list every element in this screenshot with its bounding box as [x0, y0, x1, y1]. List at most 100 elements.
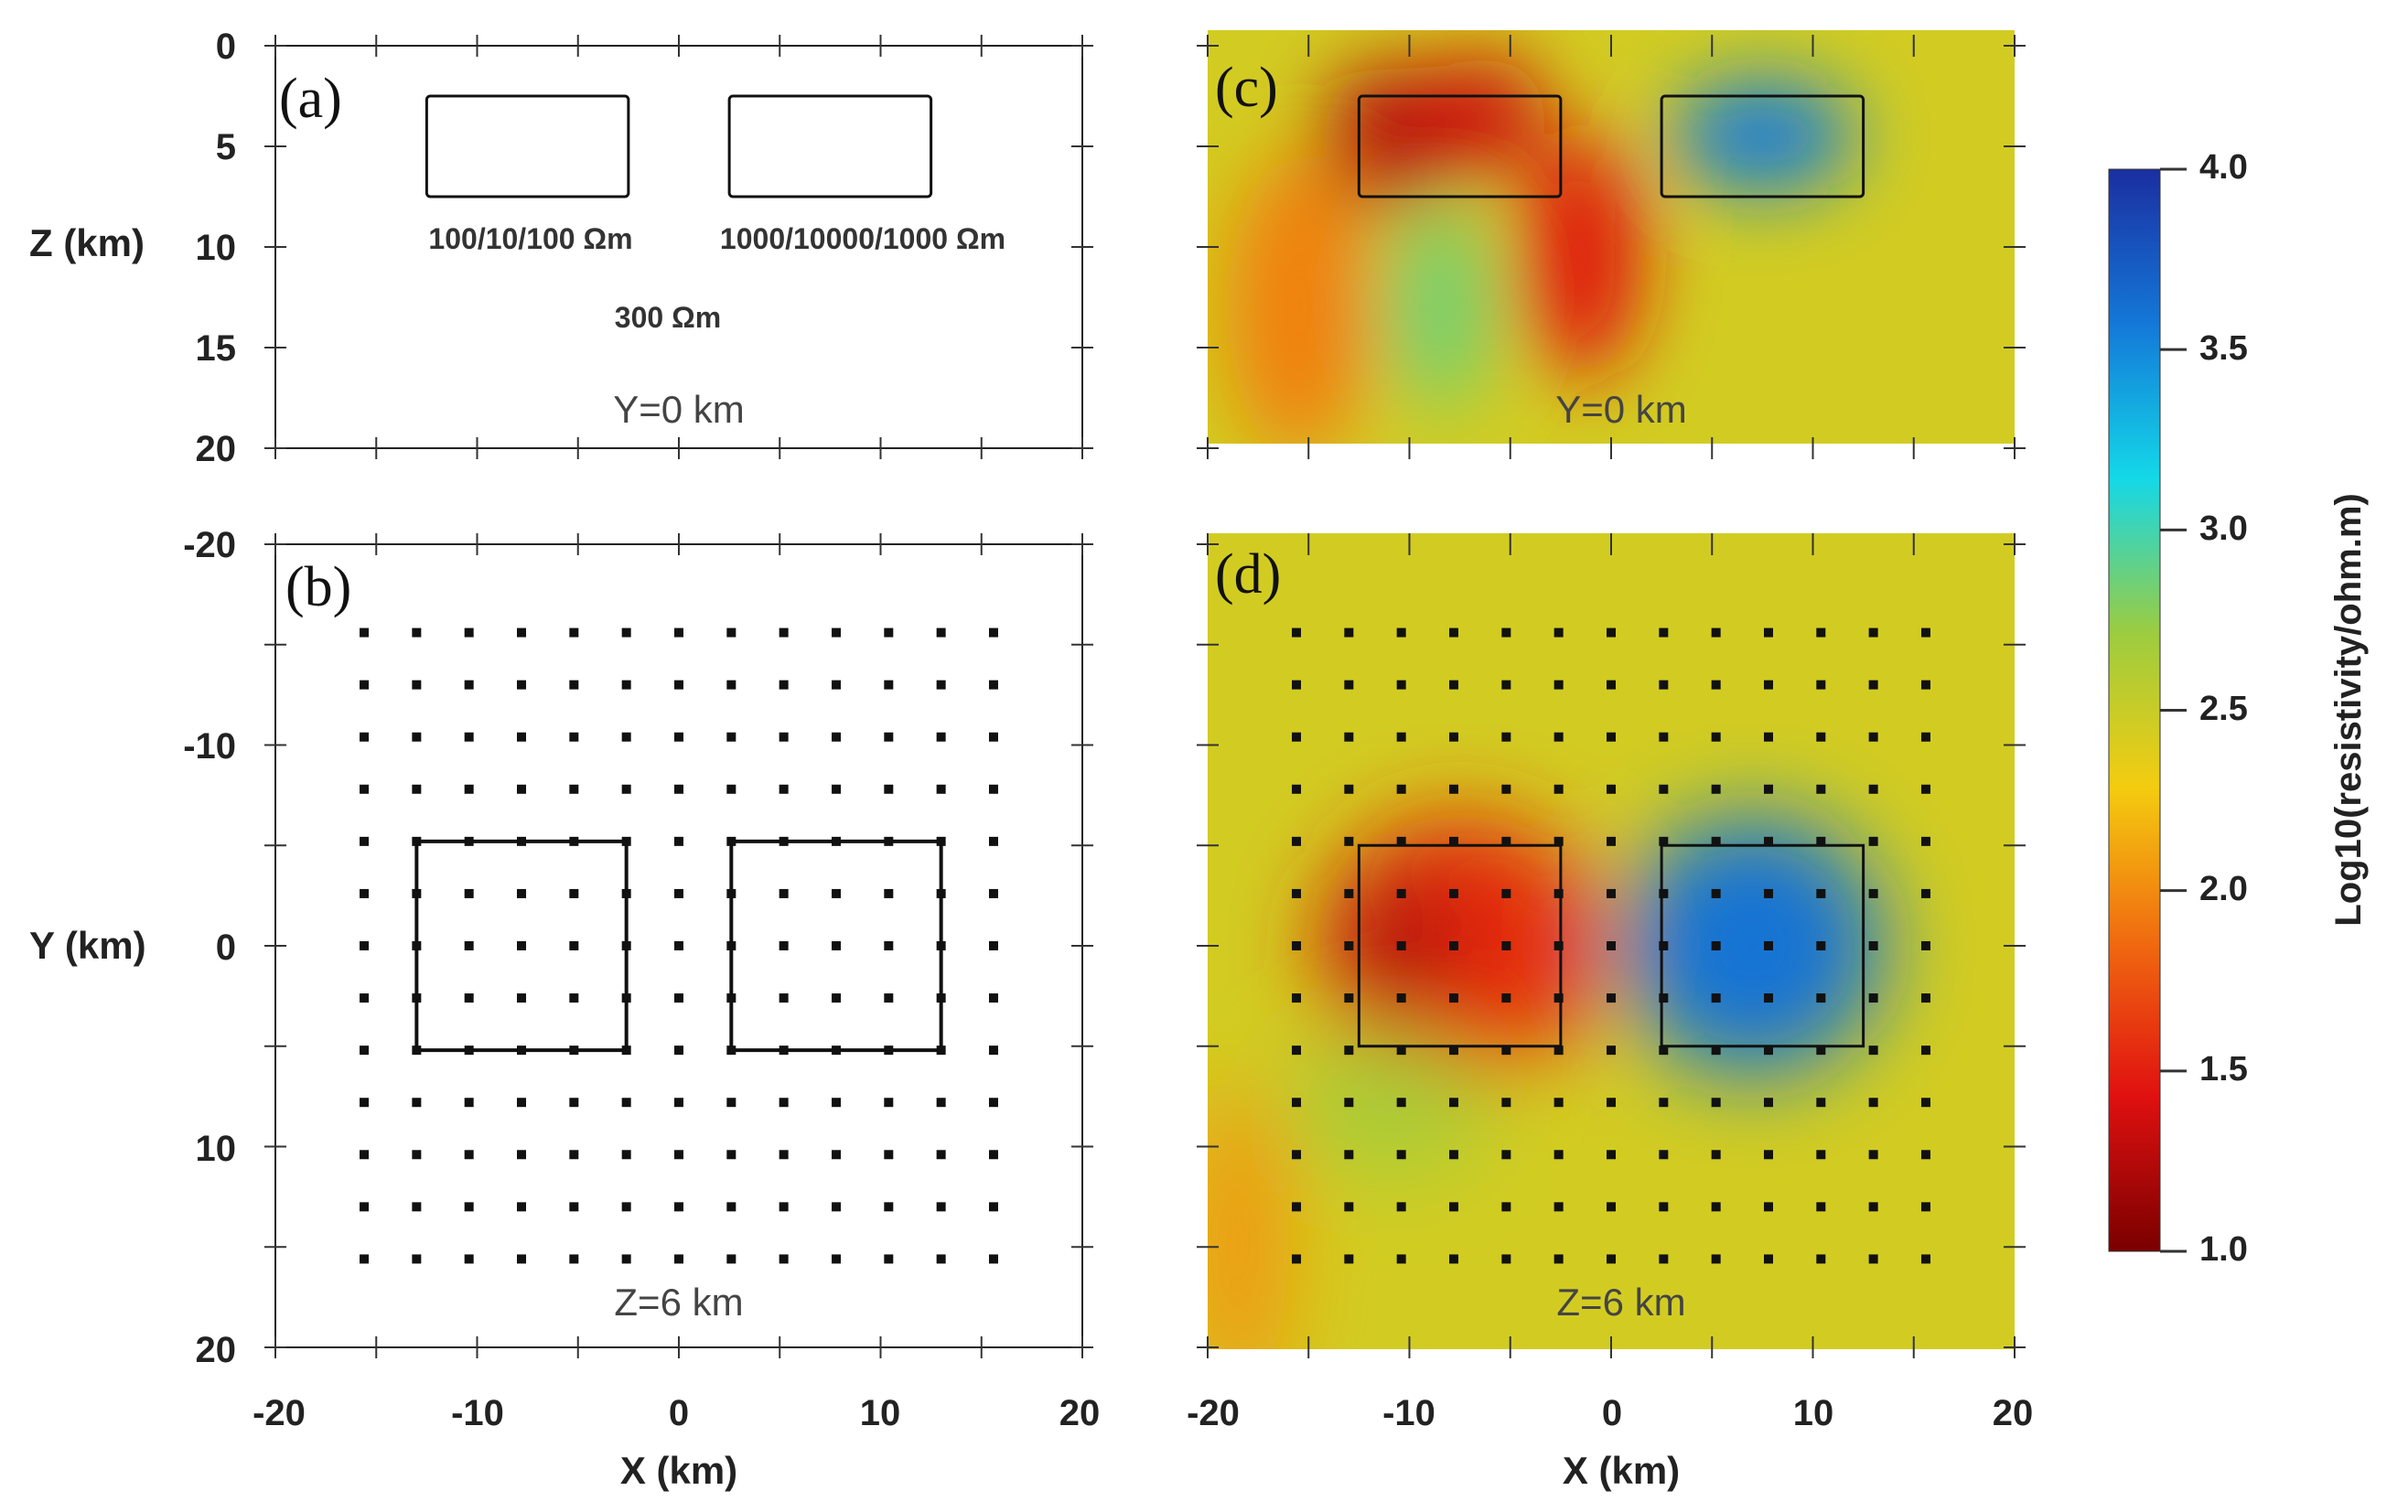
station-marker — [1292, 680, 1302, 690]
station-marker — [1607, 836, 1616, 846]
station-marker — [621, 1098, 631, 1108]
station-marker — [884, 836, 894, 846]
station-marker — [360, 1202, 370, 1212]
station-marker — [674, 627, 683, 638]
resistivity-anomaly-4 — [1208, 1086, 1289, 1349]
station-marker — [360, 627, 370, 638]
station-marker — [1711, 627, 1721, 638]
station-marker — [1292, 732, 1302, 742]
station-marker — [464, 941, 474, 950]
resistivity-anomaly-3 — [1621, 815, 1884, 1077]
station-marker — [1763, 1098, 1773, 1108]
d-xtick-neg20: -20 — [1187, 1393, 1240, 1433]
station-marker — [988, 1046, 998, 1056]
station-marker — [936, 1046, 946, 1056]
anomaly-block-1 — [425, 94, 630, 198]
station-marker — [831, 888, 841, 898]
station-marker — [517, 732, 527, 742]
panel-d-ticks — [1197, 533, 2026, 1358]
station-marker — [674, 784, 683, 794]
station-marker — [569, 888, 579, 898]
station-marker — [1816, 836, 1826, 846]
station-marker — [464, 888, 474, 898]
station-marker — [517, 1150, 527, 1160]
station-marker — [884, 784, 894, 794]
station-marker — [726, 732, 736, 742]
station-marker — [1763, 888, 1773, 898]
station-marker — [779, 1254, 789, 1264]
station-marker — [1292, 627, 1302, 638]
station-marker — [1816, 1098, 1826, 1108]
station-marker — [1868, 784, 1878, 794]
station-marker — [1396, 784, 1406, 794]
station-marker — [412, 993, 422, 1003]
panel-c-anomalies — [1228, 56, 1854, 444]
station-marker — [1607, 1150, 1616, 1160]
station-marker — [831, 1254, 841, 1264]
station-marker — [1292, 888, 1302, 898]
station-marker — [1920, 680, 1930, 690]
station-marker — [779, 1046, 789, 1056]
station-marker — [1607, 993, 1616, 1003]
station-marker — [936, 784, 946, 794]
panel-d-stations — [1292, 627, 1930, 1264]
station-marker — [674, 1202, 683, 1212]
station-marker — [464, 680, 474, 690]
station-marker — [1607, 888, 1616, 898]
station-marker — [988, 941, 998, 950]
station-marker — [1868, 993, 1878, 1003]
station-marker — [936, 1254, 946, 1264]
colorbar-bar — [2108, 168, 2161, 1252]
a-ytick-5: 5 — [216, 127, 236, 167]
station-marker — [1501, 784, 1511, 794]
station-marker — [726, 1202, 736, 1212]
station-marker — [1868, 680, 1878, 690]
station-marker — [1711, 680, 1721, 690]
station-marker — [779, 680, 789, 690]
station-marker — [726, 1254, 736, 1264]
station-marker — [1449, 784, 1459, 794]
station-marker — [1763, 836, 1773, 846]
station-marker — [936, 888, 946, 898]
a-ytick-0: 0 — [216, 27, 236, 67]
station-marker — [1449, 627, 1459, 638]
station-marker — [517, 836, 527, 846]
station-marker — [1607, 627, 1616, 638]
station-marker — [621, 680, 631, 690]
station-marker — [1292, 1254, 1302, 1264]
colorbar-title: Log10(resistivity/ohm.m) — [2328, 493, 2369, 926]
station-marker — [674, 941, 683, 950]
cb-tick-1-5: 1.5 — [2199, 1050, 2248, 1088]
station-marker — [621, 784, 631, 794]
anomaly-block-1 — [1357, 94, 1563, 198]
panel-b-plan-view: (b) Z=6 km -20 -10 0 10 20 Y (km) -20 -1… — [29, 525, 1100, 1492]
station-marker — [1868, 1202, 1878, 1212]
station-marker — [1711, 1254, 1721, 1264]
station-marker — [621, 1202, 631, 1212]
station-marker — [726, 1046, 736, 1056]
station-marker — [1501, 732, 1511, 742]
station-marker — [621, 993, 631, 1003]
station-marker — [1344, 888, 1354, 898]
panel-a-y-tick-labels: 0 5 10 15 20 — [196, 27, 237, 469]
colorbar-tick-labels: 1.0 1.5 2.0 2.5 3.0 3.5 4.0 — [2199, 148, 2248, 1269]
station-marker — [1920, 1254, 1930, 1264]
station-marker — [674, 1150, 683, 1160]
station-marker — [1816, 732, 1826, 742]
station-marker — [517, 1098, 527, 1108]
resistivity-anomaly-6 — [1672, 80, 1854, 193]
station-marker — [988, 784, 998, 794]
station-marker — [1449, 888, 1459, 898]
station-marker — [779, 732, 789, 742]
station-marker — [1920, 732, 1930, 742]
panel-d-x-tick-labels: -20 -10 0 10 20 — [1187, 1393, 2033, 1433]
station-marker — [360, 1254, 370, 1264]
station-marker — [360, 1046, 370, 1056]
panel-d-anomalies — [1208, 815, 1884, 1349]
station-marker — [1868, 1098, 1878, 1108]
background-resistivity-label: 300 Ωm — [615, 301, 721, 334]
d-xtick-20: 20 — [1993, 1393, 2034, 1433]
station-marker — [1449, 732, 1459, 742]
station-marker — [726, 993, 736, 1003]
station-marker — [1607, 941, 1616, 950]
